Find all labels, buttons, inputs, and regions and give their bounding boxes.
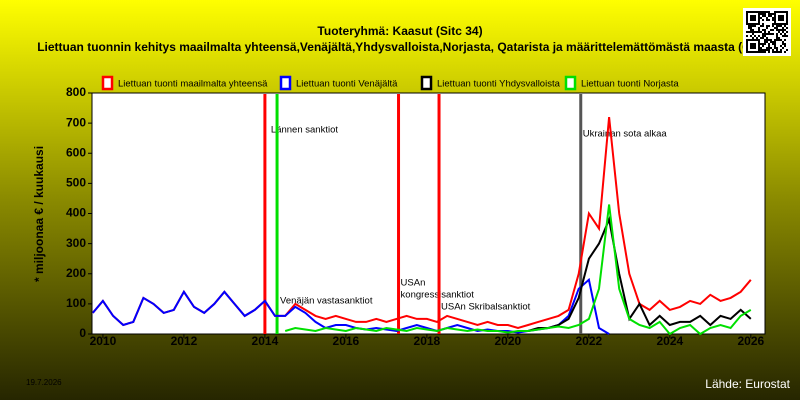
y-tick-label: 600 [66, 145, 86, 159]
legend-label: Liettuan tuonti Yhdysvalloista [437, 79, 561, 90]
x-tick-label: 2026 [737, 334, 764, 348]
chart-title: Tuoteryhmä: Kaasut (Sitc 34) [317, 24, 482, 38]
event-label: USAn [401, 278, 426, 289]
y-tick-label: 100 [66, 296, 86, 310]
event-label: Lännen sanktiot [271, 125, 338, 136]
legend-swatch [420, 75, 433, 91]
y-tick-label: 700 [66, 115, 86, 129]
x-tick-label: 2010 [90, 334, 117, 348]
plot-area [91, 92, 766, 335]
event-label: USAn Skribalsanktiot [441, 302, 531, 313]
y-tick-label: 200 [66, 266, 86, 280]
source: Lähde: Eurostat [705, 377, 790, 391]
event-label: Ukrainan sota alkaa [583, 129, 668, 140]
x-tick-label: 2020 [495, 334, 522, 348]
series-line [527, 216, 752, 332]
x-tick-label: 2024 [656, 334, 683, 348]
legend-swatch [279, 75, 292, 91]
y-tick-label: 400 [66, 206, 86, 220]
chart-subtitle: Liettuan tuonnin kehitys maailmalta yhte… [37, 40, 763, 54]
legend-swatch [101, 75, 114, 91]
y-tick-label: 500 [66, 176, 86, 190]
x-tick-label: 2022 [576, 334, 603, 348]
x-tick-label: 2012 [171, 334, 198, 348]
event-label: kongressisanktiot [401, 290, 475, 301]
x-tick-label: 2016 [333, 334, 360, 348]
qr-code [743, 8, 791, 56]
legend-label: Liettuan tuonti maailmalta yhteensä [118, 79, 268, 90]
date: 19.7.2026 [26, 378, 62, 387]
y-tick-label: 800 [66, 85, 86, 99]
legend-label: Liettuan tuonti Venäjältä [296, 79, 398, 90]
event-label: Venäjän vastasanktiot [280, 296, 373, 307]
legend-label: Liettuan tuonti Norjasta [581, 79, 679, 90]
y-tick-label: 300 [66, 236, 86, 250]
x-tick-label: 2014 [252, 334, 279, 348]
x-tick-label: 2018 [414, 334, 441, 348]
y-axis-label: * miljoonaa € / kuukausi [32, 146, 46, 282]
y-tick-label: 0 [79, 326, 86, 340]
series-line [284, 204, 752, 336]
legend-swatch [564, 75, 577, 91]
